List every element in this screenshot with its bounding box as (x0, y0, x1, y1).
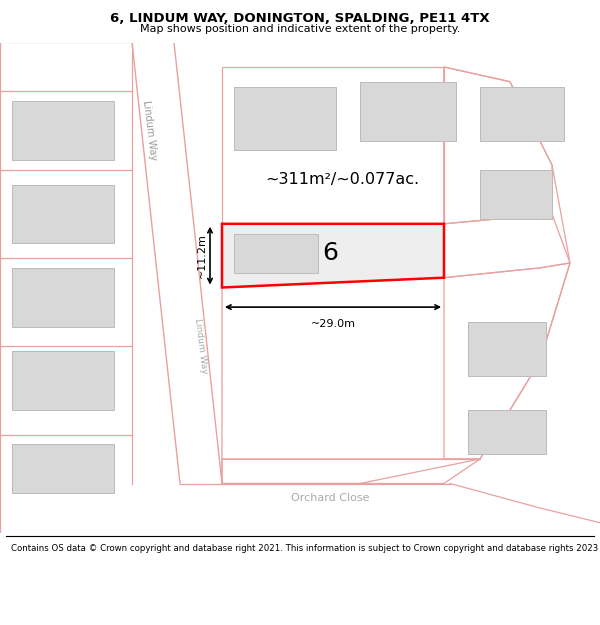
Polygon shape (222, 224, 444, 288)
Bar (468, 322, 546, 376)
Bar (234, 234, 318, 272)
Bar (234, 87, 336, 150)
Bar (12, 184, 114, 243)
Bar (12, 444, 114, 493)
Polygon shape (132, 42, 222, 484)
Bar (360, 82, 456, 141)
Text: Lindum Way: Lindum Way (193, 318, 209, 374)
Text: Map shows position and indicative extent of the property.: Map shows position and indicative extent… (140, 24, 460, 34)
Text: ~311m²/~0.077ac.: ~311m²/~0.077ac. (265, 173, 419, 188)
Bar (480, 170, 552, 219)
Text: ~29.0m: ~29.0m (311, 319, 355, 329)
Text: 6, LINDUM WAY, DONINGTON, SPALDING, PE11 4TX: 6, LINDUM WAY, DONINGTON, SPALDING, PE11… (110, 12, 490, 25)
Bar (468, 410, 546, 454)
Bar (12, 268, 114, 327)
Text: 6: 6 (322, 241, 338, 265)
Bar (12, 101, 114, 160)
Bar (480, 87, 564, 141)
Bar (12, 351, 114, 410)
Text: Lindum Way: Lindum Way (142, 100, 158, 161)
Text: ~11.2m: ~11.2m (197, 233, 207, 278)
Text: Orchard Close: Orchard Close (291, 493, 369, 503)
Text: Contains OS data © Crown copyright and database right 2021. This information is : Contains OS data © Crown copyright and d… (11, 544, 600, 552)
